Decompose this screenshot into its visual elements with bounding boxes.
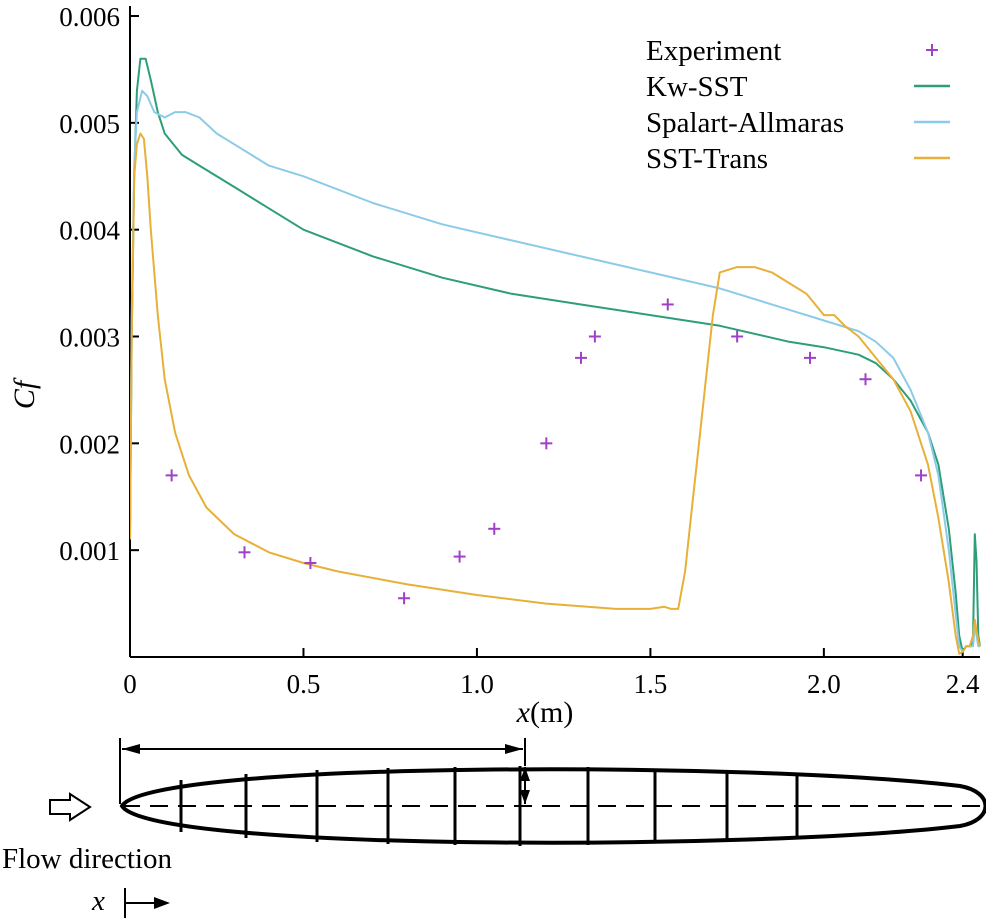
y-tick-label: 0.005 xyxy=(59,109,120,139)
radius-arrow-up xyxy=(520,767,530,781)
y-tick-label: 0.001 xyxy=(59,536,120,566)
x-axis-title: x(m) xyxy=(516,696,574,729)
hull-schematic: Flow direction x xyxy=(2,738,986,918)
x-tick-label: 0.5 xyxy=(287,669,321,699)
series-line-spalart-allmaras xyxy=(130,89,980,653)
axis-ticks: 0 0.5 1.0 1.5 2.0 2.4 0.001 0.002 0.003 0.004 0.00… xyxy=(59,2,980,699)
experiment-point xyxy=(398,592,411,605)
y-tick-label: 0.004 xyxy=(59,216,120,246)
cf-line-chart: 0 0.5 1.0 1.5 2.0 2.4 0.001 0.002 0.003 0.004 0.00… xyxy=(8,2,981,729)
legend-label: Experiment xyxy=(646,35,781,67)
experiment-point xyxy=(453,550,466,563)
x-tick-label: 2.0 xyxy=(807,669,841,699)
legend-marker-experiment xyxy=(926,44,938,56)
y-axis-title-sub: f xyxy=(8,377,41,389)
flow-arrow-icon xyxy=(49,792,92,822)
legend: Experiment Kw-SST Spalart-Allmaras SST-Tran… xyxy=(646,35,950,175)
x-tick-label: 1.5 xyxy=(634,669,668,699)
series-lines xyxy=(130,57,981,655)
dimension-arrow-left xyxy=(122,744,140,754)
radius-arrow-down xyxy=(520,790,530,804)
x-tick-label: 1.0 xyxy=(460,669,494,699)
experiment-point xyxy=(661,298,674,311)
experiment-point xyxy=(731,330,744,343)
experiment-point xyxy=(238,546,251,559)
experiment-point xyxy=(915,469,928,482)
flow-direction-label: Flow direction xyxy=(2,843,172,875)
dimension-arrow-right xyxy=(505,744,523,754)
x-direction-arrow-icon xyxy=(154,897,170,909)
hull-sections xyxy=(179,766,799,846)
y-tick-label: 0.003 xyxy=(59,323,120,353)
chart-axes xyxy=(129,6,980,658)
x-axis-title-var: x xyxy=(516,696,531,729)
experiment-point xyxy=(588,330,601,343)
legend-label: SST-Trans xyxy=(646,143,768,175)
experiment-points xyxy=(165,298,928,605)
y-tick-label: 0.006 xyxy=(59,2,120,32)
x-axis-title-unit: (m) xyxy=(530,696,573,729)
x-tick-label: 0 xyxy=(123,669,137,699)
legend-label: Spalart-Allmaras xyxy=(646,107,844,139)
experiment-point xyxy=(804,351,816,364)
x-direction-label: x xyxy=(91,885,105,917)
y-axis-title: Cf xyxy=(8,377,41,409)
experiment-point xyxy=(540,437,553,450)
y-axis-title-main: C xyxy=(8,388,41,409)
experiment-point xyxy=(575,351,588,364)
y-tick-label: 0.002 xyxy=(59,429,120,459)
series-line-sst-trans xyxy=(130,132,981,655)
legend-label: Kw-SST xyxy=(646,71,748,103)
series-line-kw-sst xyxy=(130,57,981,653)
x-tick-label: 2.4 xyxy=(946,669,980,699)
experiment-point xyxy=(859,373,872,386)
experiment-point xyxy=(304,556,317,569)
experiment-point xyxy=(488,522,501,535)
experiment-point xyxy=(165,469,178,482)
